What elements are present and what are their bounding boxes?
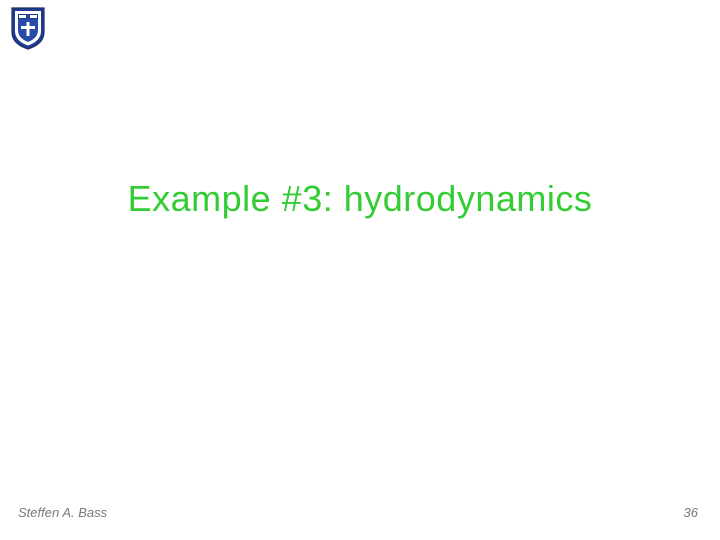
slide-title: Example #3: hydrodynamics — [0, 178, 720, 220]
footer-page-number: 36 — [684, 505, 698, 520]
institution-logo — [10, 6, 46, 50]
footer-author: Steffen A. Bass — [18, 505, 107, 520]
